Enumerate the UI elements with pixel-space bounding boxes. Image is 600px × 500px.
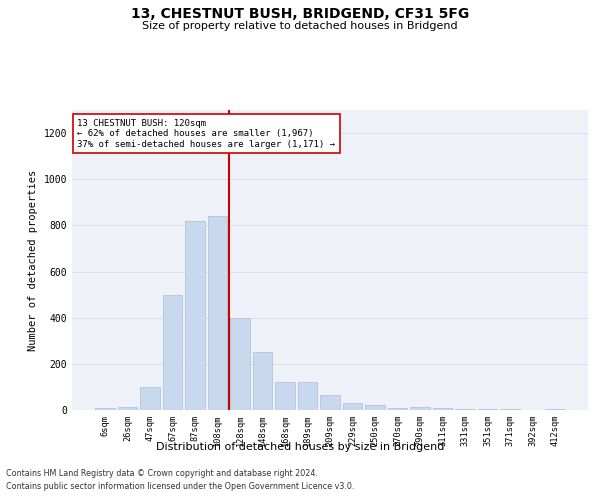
Bar <box>275 382 295 410</box>
Bar <box>163 294 182 410</box>
Bar <box>253 352 272 410</box>
Text: Size of property relative to detached houses in Bridgend: Size of property relative to detached ho… <box>142 21 458 31</box>
Bar <box>388 408 407 410</box>
Bar <box>320 395 340 410</box>
Bar <box>140 387 160 410</box>
Bar <box>455 409 475 410</box>
Y-axis label: Number of detached properties: Number of detached properties <box>28 170 38 350</box>
Bar <box>410 407 430 410</box>
Bar <box>365 406 385 410</box>
Bar <box>208 216 227 410</box>
Bar <box>298 382 317 410</box>
Bar <box>433 408 452 410</box>
Bar <box>185 221 205 410</box>
Text: Distribution of detached houses by size in Bridgend: Distribution of detached houses by size … <box>156 442 444 452</box>
Text: 13, CHESTNUT BUSH, BRIDGEND, CF31 5FG: 13, CHESTNUT BUSH, BRIDGEND, CF31 5FG <box>131 8 469 22</box>
Bar <box>118 406 137 410</box>
Bar <box>343 403 362 410</box>
Text: Contains HM Land Registry data © Crown copyright and database right 2024.: Contains HM Land Registry data © Crown c… <box>6 468 318 477</box>
Text: 13 CHESTNUT BUSH: 120sqm
← 62% of detached houses are smaller (1,967)
37% of sem: 13 CHESTNUT BUSH: 120sqm ← 62% of detach… <box>77 119 335 149</box>
Bar <box>95 408 115 410</box>
Text: Contains public sector information licensed under the Open Government Licence v3: Contains public sector information licen… <box>6 482 355 491</box>
Bar <box>230 318 250 410</box>
